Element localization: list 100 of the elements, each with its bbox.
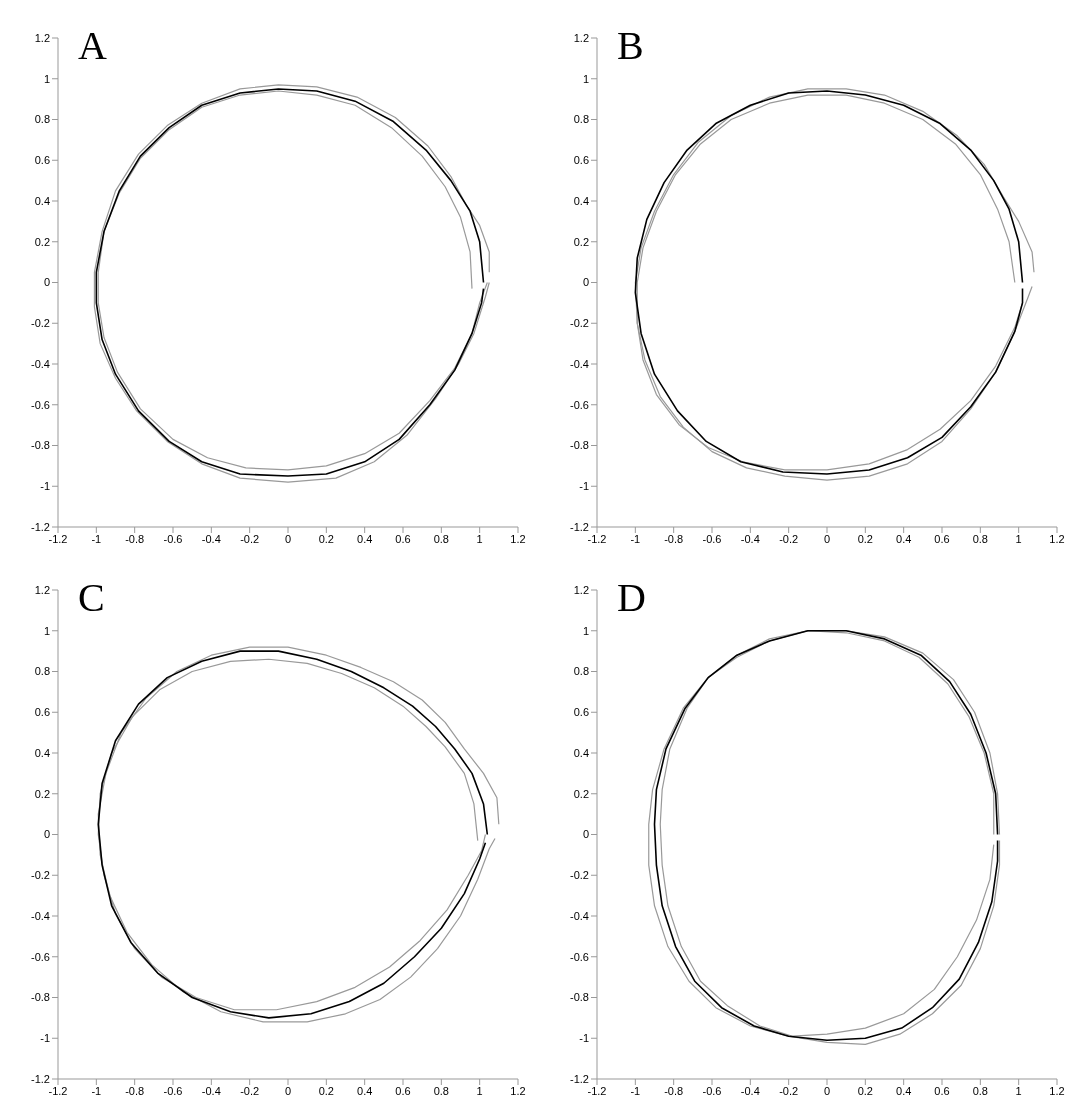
y-tick-label: -0.6 [570, 398, 589, 411]
x-tick-label: -0.4 [740, 532, 760, 545]
chart-title: A [78, 22, 107, 69]
x-tick-label: -0.8 [125, 1084, 145, 1097]
y-tick-label: 0 [43, 828, 50, 841]
x-tick-label: -0.6 [702, 1084, 722, 1097]
x-tick-label: 1.2 [1049, 532, 1065, 545]
x-tick-label: -0.6 [163, 1084, 183, 1097]
x-tick-label: 1 [476, 1084, 483, 1097]
chart-title: D [617, 574, 646, 621]
y-tick-label: 1.2 [573, 583, 589, 596]
chart-title: B [617, 22, 644, 69]
y-tick-label: -1 [40, 1032, 50, 1045]
y-tick-label: -0.8 [31, 439, 50, 452]
y-tick-label: 0.4 [573, 746, 589, 759]
y-tick-label: -0.2 [31, 317, 50, 330]
x-tick-label: 0.6 [395, 1084, 411, 1097]
y-tick-label: 0.2 [34, 787, 50, 800]
y-tick-label: 0.6 [573, 706, 589, 719]
y-tick-label: 0.2 [573, 787, 589, 800]
y-tick-label: 0 [582, 828, 589, 841]
y-tick-label: 0.4 [34, 746, 50, 759]
y-tick-label: 1 [582, 72, 589, 85]
y-tick-label: 0.8 [34, 113, 50, 126]
x-tick-label: 0.4 [896, 532, 912, 545]
y-tick-label: 0.8 [34, 665, 50, 678]
y-tick-label: -0.8 [31, 991, 50, 1004]
y-tick-label: -0.8 [570, 991, 589, 1004]
x-tick-label: -0.8 [664, 532, 684, 545]
y-tick-label: 0.8 [573, 113, 589, 126]
x-tick-label: 0.2 [318, 1084, 334, 1097]
y-tick-label: 1.2 [573, 31, 589, 44]
y-tick-label: -0.2 [570, 317, 589, 330]
x-tick-label: 0 [284, 1084, 292, 1097]
x-tick-label: -0.2 [240, 1084, 260, 1097]
x-tick-label: -0.6 [702, 532, 722, 545]
y-tick-label: -1.2 [570, 520, 589, 533]
y-tick-label: -0.2 [570, 869, 589, 882]
x-tick-label: 1.2 [510, 1084, 526, 1097]
x-tick-label: -1 [91, 1084, 102, 1097]
y-tick-label: 1.2 [34, 31, 50, 44]
y-tick-label: -1.2 [31, 1072, 50, 1085]
x-tick-label: 0 [284, 532, 292, 545]
y-tick-label: 0.6 [34, 154, 50, 167]
y-tick-label: -0.2 [31, 869, 50, 882]
x-tick-label: -0.2 [779, 532, 799, 545]
y-tick-label: -0.4 [570, 357, 589, 370]
y-tick-label: 0 [43, 276, 50, 289]
x-tick-label: 0.8 [972, 1084, 988, 1097]
y-tick-label: 1 [43, 72, 50, 85]
y-tick-label: -0.4 [570, 909, 589, 922]
x-tick-label: -0.8 [125, 532, 145, 545]
y-tick-label: -1 [579, 1032, 589, 1045]
y-tick-label: 0.2 [34, 235, 50, 248]
y-tick-label: 1.2 [34, 583, 50, 596]
x-tick-label: -1 [630, 532, 641, 545]
y-tick-label: -0.4 [31, 357, 50, 370]
x-tick-label: -0.4 [740, 1084, 760, 1097]
x-tick-label: -1 [91, 532, 102, 545]
x-tick-label: 1.2 [510, 532, 526, 545]
x-tick-label: 0.8 [433, 1084, 449, 1097]
y-tick-label: 1 [582, 624, 589, 637]
y-tick-label: -0.6 [31, 950, 50, 963]
x-tick-label: 0 [823, 532, 831, 545]
x-tick-label: -0.6 [163, 532, 183, 545]
x-tick-label: 0.8 [433, 532, 449, 545]
x-tick-label: 1 [476, 532, 483, 545]
x-tick-label: 0.6 [934, 532, 950, 545]
x-tick-label: -0.4 [201, 532, 221, 545]
x-tick-label: -0.2 [240, 532, 260, 545]
y-tick-label: 0.4 [34, 194, 50, 207]
x-tick-label: 0.6 [395, 532, 411, 545]
x-tick-label: -0.2 [779, 1084, 799, 1097]
x-tick-label: 0.4 [357, 532, 373, 545]
y-tick-label: -1.2 [31, 520, 50, 533]
x-tick-label: 0.2 [857, 532, 873, 545]
y-tick-label: -0.6 [570, 950, 589, 963]
x-tick-label: 1.2 [1049, 1084, 1065, 1097]
y-tick-label: 0 [582, 276, 589, 289]
x-tick-label: 0 [823, 1084, 831, 1097]
x-tick-label: 0.8 [972, 532, 988, 545]
x-tick-label: 0.4 [896, 1084, 912, 1097]
y-tick-label: 1 [43, 624, 50, 637]
y-tick-label: -0.4 [31, 909, 50, 922]
x-tick-label: 1 [1015, 532, 1022, 545]
y-tick-label: -1 [40, 480, 50, 493]
y-tick-label: 0.2 [573, 235, 589, 248]
y-tick-label: 0.8 [573, 665, 589, 678]
x-tick-label: -0.4 [201, 1084, 221, 1097]
y-tick-label: -1 [579, 480, 589, 493]
y-tick-label: -1.2 [570, 1072, 589, 1085]
y-tick-label: 0.4 [573, 194, 589, 207]
x-tick-label: -1 [630, 1084, 641, 1097]
x-tick-label: -0.8 [664, 1084, 684, 1097]
x-tick-label: 0.2 [857, 1084, 873, 1097]
chart-title: C [78, 574, 105, 621]
x-tick-label: 1 [1015, 1084, 1022, 1097]
x-tick-label: 0.2 [318, 532, 334, 545]
x-tick-label: 0.6 [934, 1084, 950, 1097]
y-tick-label: 0.6 [573, 154, 589, 167]
